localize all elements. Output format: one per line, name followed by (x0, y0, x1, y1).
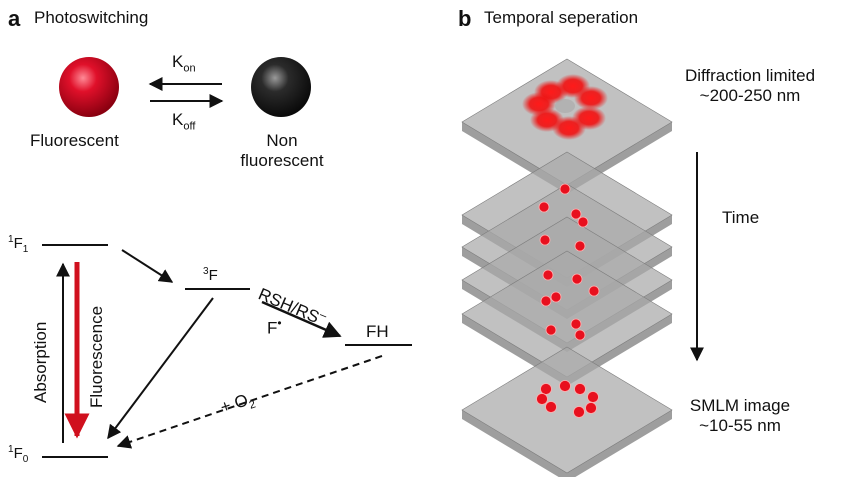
k-on-base: K (172, 52, 184, 71)
oxidation-arrow (116, 355, 383, 449)
fluorescence-label: Fluorescence (87, 305, 106, 408)
triplet-base: F (208, 267, 218, 284)
radical-label: F• (267, 316, 282, 339)
molecule-dot-5 (574, 240, 586, 252)
s0-sub: 0 (22, 454, 29, 465)
molecule-dot-smlm-6 (545, 401, 557, 413)
triplet-sup: 3 (203, 266, 209, 277)
blur-spot-6 (522, 92, 556, 116)
s1-label: 1F1 (8, 234, 28, 255)
molecule-dot-2 (570, 208, 582, 220)
molecule-dot-8 (588, 285, 600, 297)
molecule-dot-1 (538, 201, 550, 213)
molecule-dot-smlm-3 (587, 391, 599, 403)
s1-sup: 1 (8, 234, 14, 245)
molecule-dot-0 (559, 183, 571, 195)
diffraction-line2: ~200-250 nm (699, 86, 801, 105)
k-off-sub: off (183, 120, 196, 133)
panel-a-letter: a (8, 6, 21, 31)
time-label: Time (722, 208, 760, 227)
panel-b-letter: b (458, 6, 472, 31)
molecule-dot-3 (577, 216, 589, 228)
molecule-dot-6 (542, 269, 554, 281)
smlm-label: SMLM image ~10-55 nm (655, 396, 825, 436)
triplet-decay-arrow (107, 297, 214, 440)
non-fluorescent-line2: fluorescent (240, 151, 324, 170)
molecule-dot-smlm-7 (536, 393, 548, 405)
smlm-line2: ~10-55 nm (699, 416, 781, 435)
molecule-dot-4 (539, 234, 551, 246)
k-on-label: Kon (172, 52, 196, 74)
fh-label: FH (366, 322, 389, 341)
diffraction-line1: Diffraction limited (684, 66, 816, 85)
molecule-dot-smlm-5 (573, 406, 585, 418)
isc-arrow (121, 249, 174, 283)
s0-base: F (13, 445, 23, 462)
fluorescent-sphere (59, 57, 119, 117)
blur-center (555, 99, 575, 113)
s0-sup: 1 (8, 444, 14, 455)
molecule-dot-smlm-2 (574, 383, 586, 395)
plane-5 (461, 346, 673, 474)
molecule-dot-12 (545, 324, 557, 336)
molecule-dot-13 (574, 329, 586, 341)
non-fluorescent-label: Non fluorescent (230, 131, 334, 171)
s1-sub: 1 (22, 244, 29, 255)
triplet-label: 3F (203, 266, 218, 284)
s1-base: F (13, 235, 23, 252)
molecule-dot-smlm-0 (540, 383, 552, 395)
dark-sphere (251, 57, 311, 117)
molecule-dot-smlm-1 (559, 380, 571, 392)
molecule-dot-7 (571, 273, 583, 285)
radical-text: F (267, 318, 278, 338)
s0-label: 1F0 (8, 444, 28, 465)
smlm-line1: SMLM image (689, 396, 791, 415)
molecule-dot-9 (550, 291, 562, 303)
k-off-label: Koff (172, 110, 195, 132)
absorption-label: Absorption (31, 321, 50, 403)
non-fluorescent-line1: Non (266, 131, 298, 150)
radical-dot: • (277, 316, 282, 330)
panel-a-title: Photoswitching (34, 8, 149, 27)
molecule-dot-10 (540, 295, 552, 307)
k-on-sub: on (183, 62, 196, 75)
k-off-base: K (172, 110, 184, 129)
reduction-arrow (261, 300, 342, 338)
plane-side-5 (462, 410, 672, 477)
panel-b-title: Temporal seperation (484, 8, 639, 27)
blur-spot-2 (574, 86, 608, 110)
molecule-dot-smlm-4 (585, 402, 597, 414)
molecule-dot-11 (570, 318, 582, 330)
plane-stack (461, 58, 673, 477)
fluorescent-label: Fluorescent (30, 131, 119, 150)
diffraction-label: Diffraction limited ~200-250 nm (655, 66, 845, 106)
